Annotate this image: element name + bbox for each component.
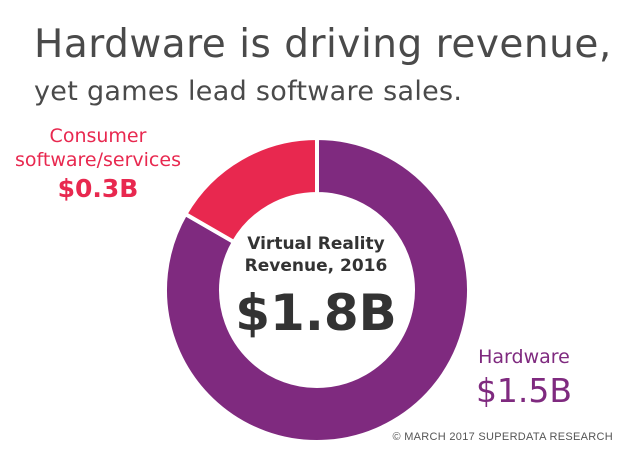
hardware-name: Hardware <box>478 346 570 368</box>
consumer-label: Consumer software/services $0.3B <box>0 124 196 206</box>
chart-subtitle: yet games lead software sales. <box>34 76 463 107</box>
chart-title: Hardware is driving revenue, <box>34 22 612 67</box>
hardware-value: $1.5B <box>475 371 573 410</box>
center-total: $1.8B <box>235 284 397 342</box>
center-line2: Revenue, 2016 <box>244 256 388 276</box>
donut-slice-hardware <box>163 135 471 444</box>
donut-center-label: Virtual Reality Revenue, 2016 $1.8B <box>228 233 404 345</box>
consumer-value: $0.3B <box>57 174 139 203</box>
center-line1: Virtual Reality <box>247 234 385 254</box>
source-credit: © MARCH 2017 SUPERDATA RESEARCH <box>392 431 613 443</box>
donut-slice-consumer <box>182 135 319 245</box>
consumer-name-line1: Consumer <box>49 125 147 147</box>
consumer-name-line2: software/services <box>15 149 181 171</box>
hardware-label: Hardware $1.5B <box>464 345 584 413</box>
